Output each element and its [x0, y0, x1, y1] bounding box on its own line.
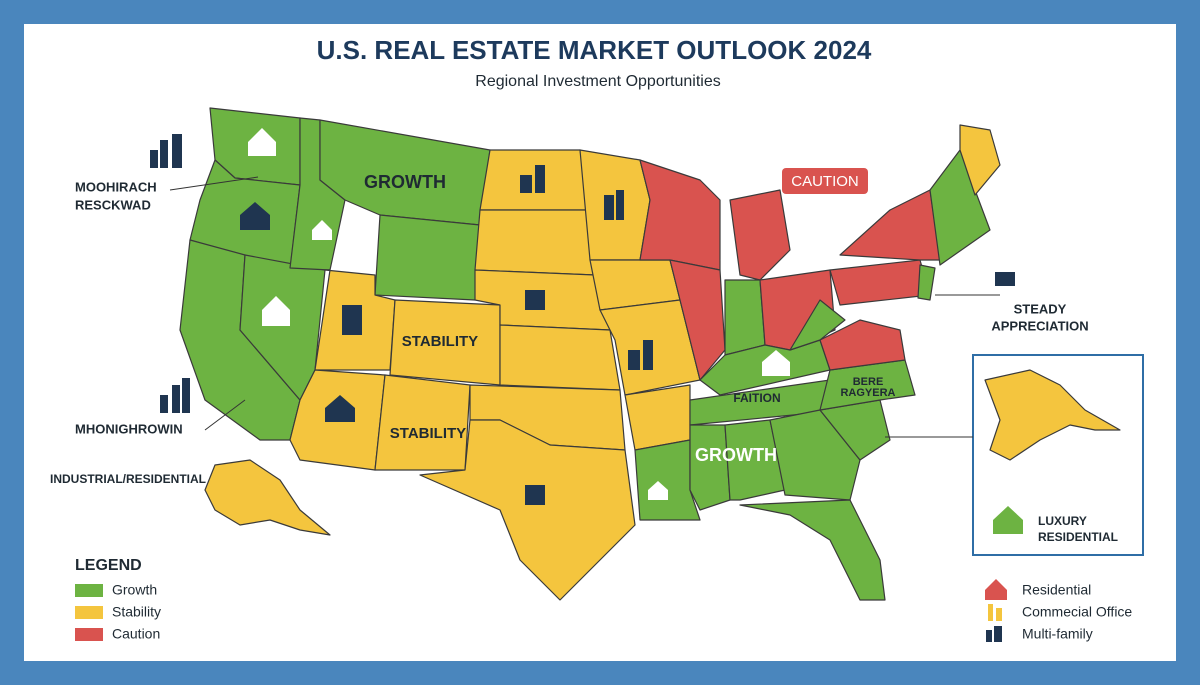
callout: APPRECIATION [991, 318, 1088, 333]
luxury-icon [993, 506, 1023, 534]
region-label: GROWTH [364, 172, 446, 192]
legend-item: Stability [112, 604, 161, 620]
region-label: RAGYERA [840, 387, 895, 399]
alaska-inset [984, 369, 1121, 461]
callout: RESCKWAD [75, 197, 151, 212]
caution-label: CAUTION [791, 173, 859, 190]
building-icons [150, 134, 1015, 505]
callout: MHONIGHROWIN [75, 421, 183, 436]
callout: INDUSTRIAL/RESIDENTIAL [50, 472, 206, 486]
legend-title: LEGEND [75, 557, 142, 574]
icon-legend-item: Multi-family [1022, 626, 1093, 642]
icon-legend-item: Residential [1022, 582, 1091, 598]
icon-residential [985, 579, 1007, 600]
legend-item: Growth [112, 582, 157, 598]
callout-line [204, 399, 246, 431]
region-label: FAITION [733, 391, 780, 405]
region-label: BERE [853, 376, 884, 388]
icon-multifamily [986, 630, 992, 642]
subtitle: Regional Investment Opportunities [475, 73, 720, 90]
callout: MOOHIRACH [75, 179, 157, 194]
callout: LUXURY [1038, 514, 1087, 528]
icon-legend-item: Commecial Office [1022, 604, 1132, 620]
icon-office [988, 604, 993, 621]
title: U.S. REAL ESTATE MARKET OUTLOOK 2024 [317, 35, 872, 65]
legend-swatch [75, 628, 103, 641]
legend-swatch [75, 606, 103, 619]
callout: STEADY [1014, 301, 1067, 316]
callout-line [169, 176, 259, 191]
region-label: STABILITY [402, 333, 478, 350]
caution-badge [782, 168, 868, 194]
legend-item: Caution [112, 626, 160, 642]
inset-box [972, 354, 1144, 556]
callout: RESIDENTIAL [1038, 530, 1118, 544]
icon-multifamily [994, 626, 1002, 642]
region-label: STABILITY [390, 425, 466, 442]
states [179, 107, 1001, 601]
white-icons [248, 128, 790, 500]
legend-swatch [75, 584, 103, 597]
region-label: GROWTH [695, 445, 777, 465]
icon-office [996, 608, 1002, 621]
